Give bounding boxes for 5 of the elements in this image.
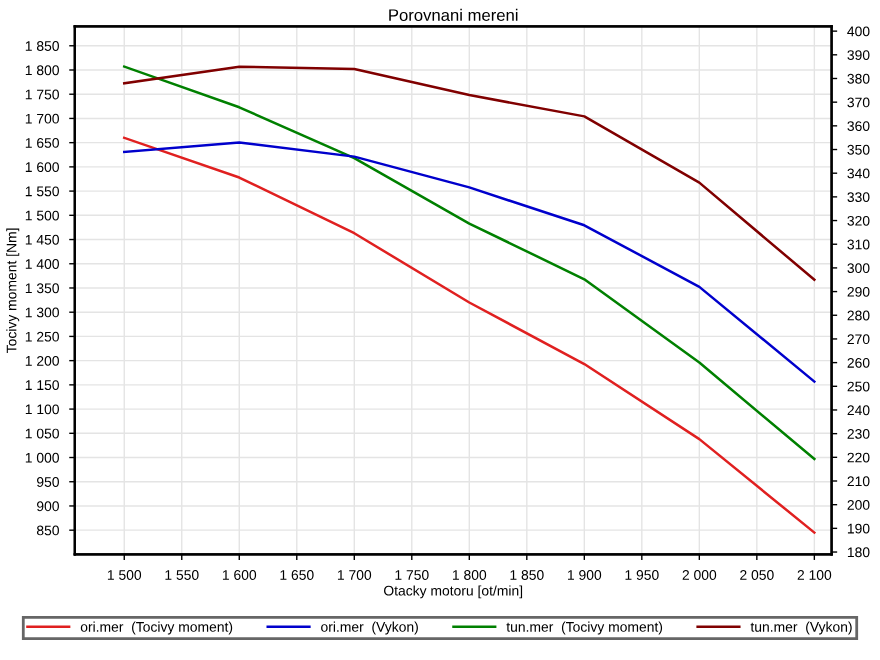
line-series [123,65,816,281]
line-series [123,65,816,461]
line-series [123,141,816,383]
chart-title: Porovnani mereni [389,8,518,22]
line-series [123,136,816,534]
